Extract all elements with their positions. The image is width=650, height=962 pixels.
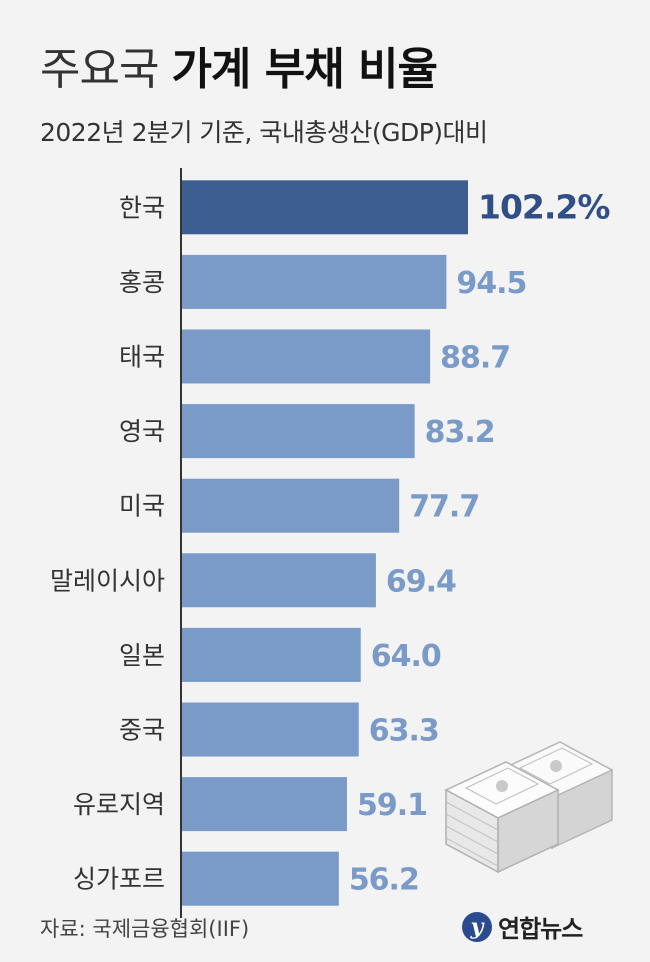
publisher-logo: y 연합뉴스 xyxy=(462,909,583,944)
bar xyxy=(181,180,468,235)
category-label: 일본 xyxy=(119,641,165,670)
money-stack-icon xyxy=(444,741,614,874)
value-label: 69.4 xyxy=(386,564,456,599)
bar xyxy=(181,627,361,682)
value-label: 63.3 xyxy=(369,714,439,749)
category-label: 영국 xyxy=(119,417,165,446)
bar xyxy=(181,851,339,906)
category-label: 홍콩 xyxy=(119,268,165,297)
category-label: 유로지역 xyxy=(73,790,165,819)
chart-title: 주요국 가계 부채 비율 xyxy=(40,42,438,98)
category-label: 말레이시아 xyxy=(50,566,165,595)
value-label: 64.0 xyxy=(371,639,441,674)
bar xyxy=(181,553,376,608)
bar xyxy=(181,404,415,459)
bar xyxy=(181,254,447,309)
title-bold: 가계 부채 비율 xyxy=(171,44,438,95)
source-note: 자료: 국제금융협회(IIF) xyxy=(40,917,250,941)
value-label: 59.1 xyxy=(357,788,427,823)
bar xyxy=(181,702,359,757)
value-label: 77.7 xyxy=(409,490,479,525)
value-label: 94.5 xyxy=(456,266,526,301)
bar xyxy=(181,777,347,832)
chart-subtitle: 2022년 2분기 기준, 국내총생산(GDP)대비 xyxy=(40,118,488,147)
category-label: 미국 xyxy=(119,492,165,521)
category-label: 싱가포르 xyxy=(73,865,165,894)
value-label: 88.7 xyxy=(440,341,510,376)
value-label: 83.2 xyxy=(425,415,495,450)
logo-text: 연합뉴스 xyxy=(498,915,583,943)
yonhap-logo-icon: y xyxy=(462,911,492,942)
title-light: 주요국 xyxy=(40,44,159,95)
bar xyxy=(181,478,400,533)
value-label: 102.2% xyxy=(478,187,610,226)
value-label: 56.2 xyxy=(349,863,419,898)
bars-group: 한국 102.2% 홍콩 94.5 태국 88.7 영국 83.2 미국 77.7 말레이시아 69.… xyxy=(50,180,611,906)
category-label: 태국 xyxy=(119,343,165,372)
category-label: 한국 xyxy=(119,193,165,222)
category-label: 중국 xyxy=(119,716,165,745)
bar xyxy=(181,329,431,384)
